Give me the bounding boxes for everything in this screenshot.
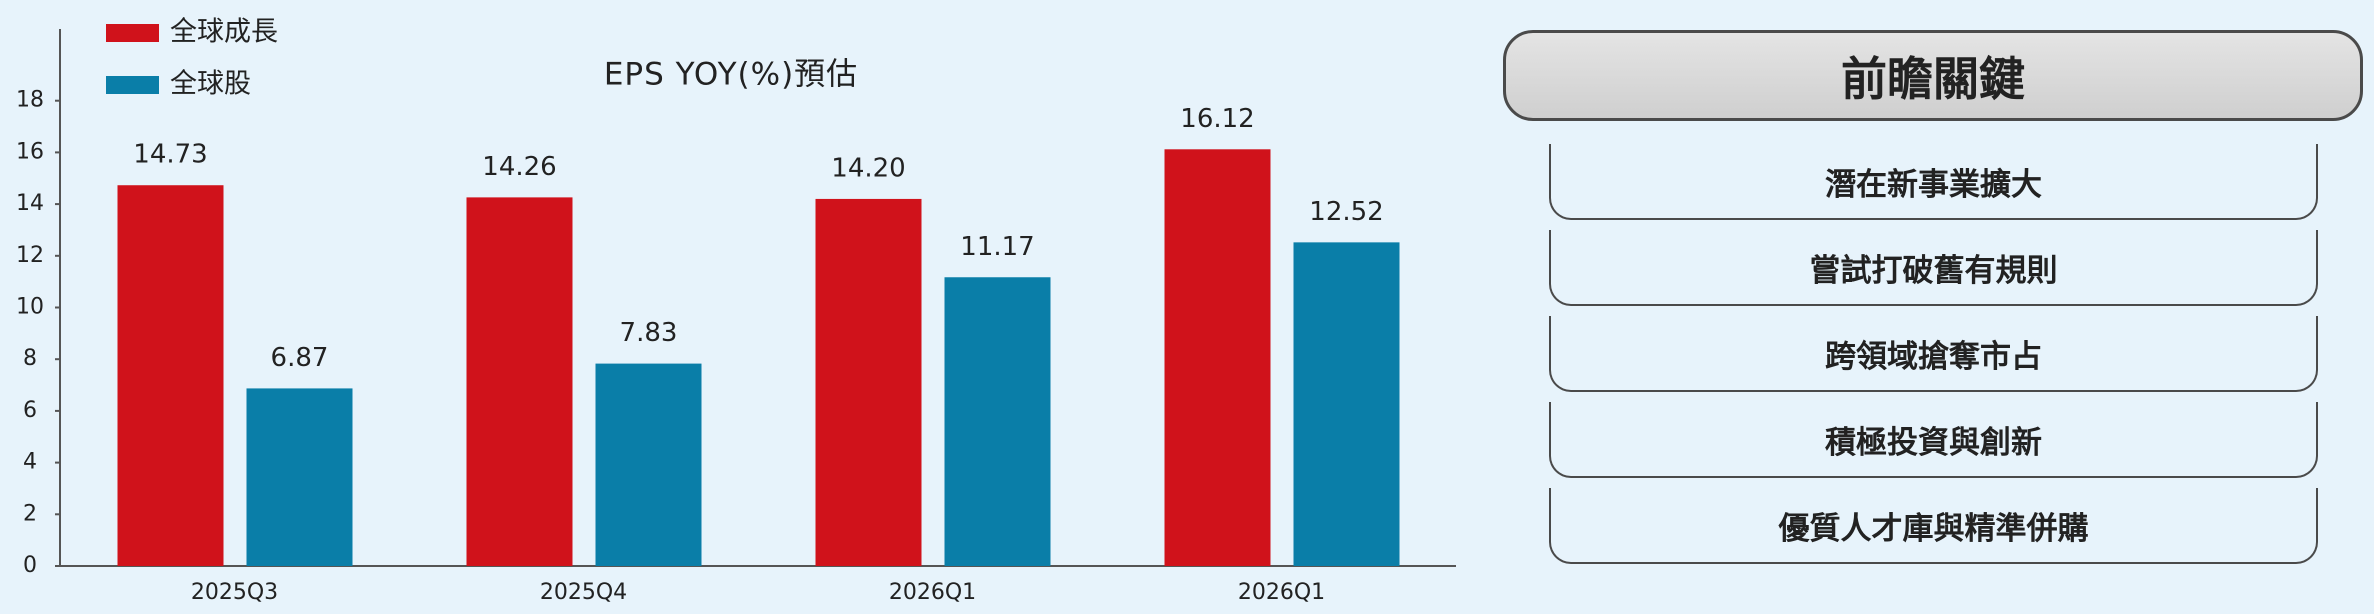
value-label: 14.73 — [133, 140, 207, 170]
y-tick-label: 4 — [23, 450, 37, 475]
y-tick-label: 0 — [23, 553, 37, 578]
bar — [1164, 149, 1271, 566]
value-label: 16.12 — [1180, 104, 1254, 134]
legend-label: 全球成長 — [170, 17, 278, 48]
bar — [944, 277, 1051, 566]
y-tick-label: 6 — [23, 398, 37, 423]
y-tick-label: 12 — [16, 243, 44, 268]
value-label: 6.87 — [271, 343, 329, 373]
value-label: 14.26 — [482, 152, 556, 182]
value-label: 11.17 — [960, 232, 1034, 262]
value-label: 14.20 — [831, 153, 905, 183]
bar — [815, 198, 922, 566]
legend-swatch — [106, 24, 159, 42]
panel-item: 跨領域搶奪市占 — [1549, 316, 2318, 392]
x-tick-label: 2025Q4 — [540, 580, 627, 605]
panel-item: 優質人才庫與精準併購 — [1549, 488, 2318, 564]
chart-title: EPS YOY(%)預估 — [604, 57, 858, 93]
x-tick-label: 2025Q3 — [191, 580, 278, 605]
x-tick-label: 2026Q1 — [1238, 580, 1325, 605]
y-tick-label: 10 — [16, 295, 44, 320]
value-label: 12.52 — [1309, 197, 1383, 227]
bar — [246, 388, 353, 566]
y-tick-label: 8 — [23, 346, 37, 371]
y-tick-label: 2 — [23, 501, 37, 526]
y-tick-label: 18 — [16, 88, 44, 113]
bar — [1293, 242, 1400, 566]
bar — [117, 185, 224, 567]
bar — [595, 363, 702, 566]
panel-item: 嘗試打破舊有規則 — [1549, 230, 2318, 306]
panel-title: 前瞻關鍵 — [1503, 30, 2363, 121]
y-tick-label: 14 — [16, 191, 44, 216]
panel-item: 積極投資與創新 — [1549, 402, 2318, 478]
legend-label: 全球股 — [170, 69, 251, 100]
panel-item: 潛在新事業擴大 — [1549, 144, 2318, 220]
x-tick-label: 2026Q1 — [889, 580, 976, 605]
bar — [466, 197, 573, 566]
y-tick-label: 16 — [16, 139, 44, 164]
value-label: 7.83 — [620, 318, 678, 348]
legend-swatch — [106, 76, 159, 94]
